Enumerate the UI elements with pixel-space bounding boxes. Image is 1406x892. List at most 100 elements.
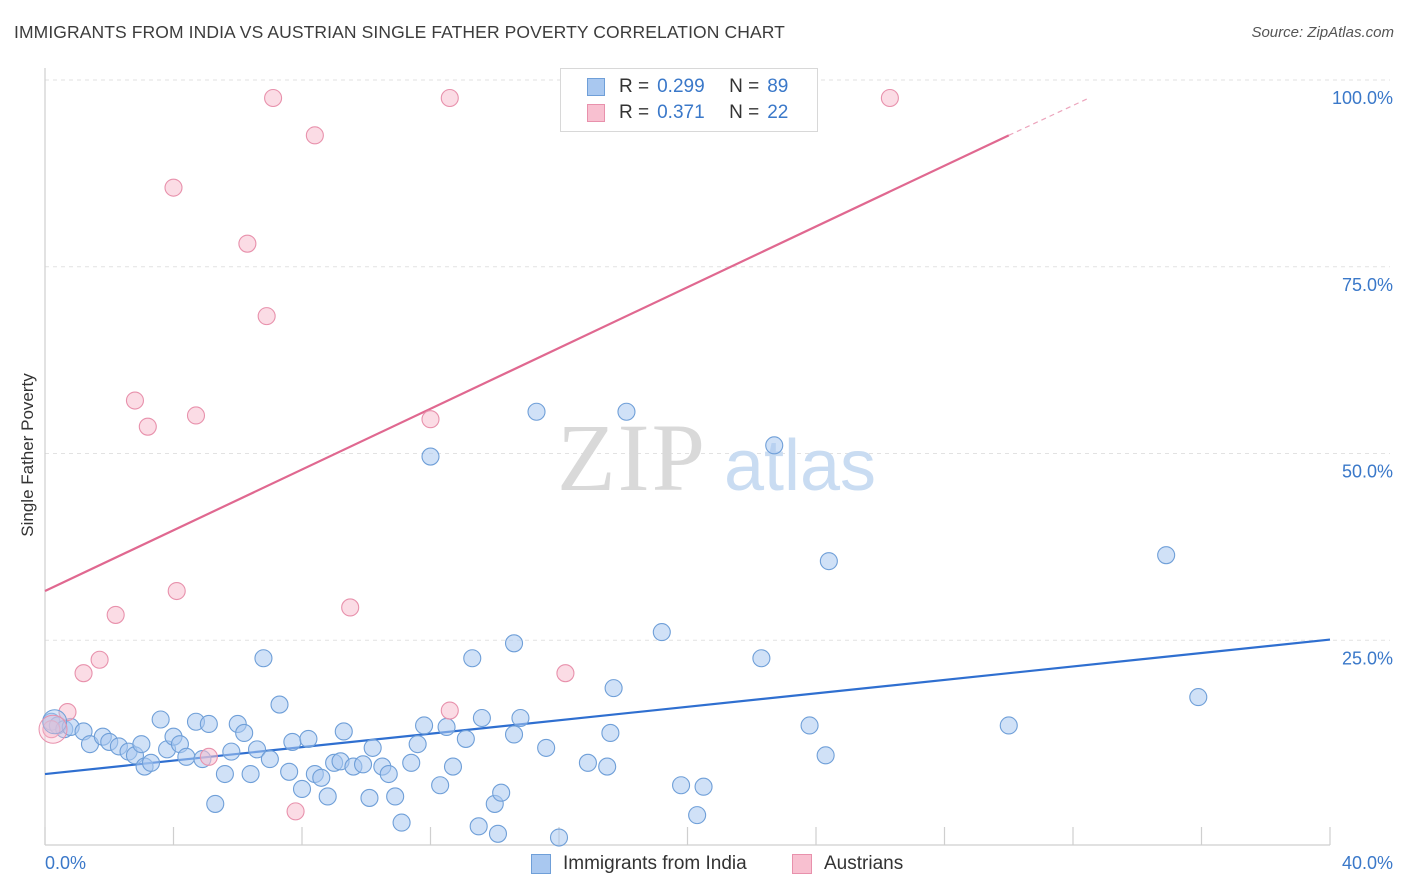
point-austrians <box>58 702 77 722</box>
point-india <box>280 762 299 781</box>
stats-legend: R = 0.299 N = 89 R = 0.371 N = 22 <box>560 68 818 132</box>
point-india <box>472 708 491 728</box>
point-india <box>353 755 373 774</box>
point-austrians <box>125 391 144 410</box>
bottom-legend-austrians: Austrians <box>792 851 903 877</box>
point-austrians <box>440 701 459 720</box>
point-india <box>141 753 161 772</box>
legend-n-label: N = <box>729 76 760 97</box>
data-points <box>38 88 1208 847</box>
point-austrians <box>38 714 68 744</box>
point-india <box>617 402 636 421</box>
point-india <box>177 747 196 766</box>
point-india <box>816 746 835 765</box>
point-india <box>688 806 707 825</box>
point-india <box>672 776 691 795</box>
point-india <box>492 783 511 802</box>
point-india <box>299 729 318 748</box>
point-india <box>392 813 411 832</box>
point-india <box>334 722 353 741</box>
point-india <box>999 716 1018 735</box>
point-india <box>254 649 273 668</box>
point-austrians <box>880 88 899 108</box>
grid-lines <box>45 79 1390 641</box>
point-austrians <box>138 417 157 436</box>
bottom-legend-india: Immigrants from India <box>531 851 747 877</box>
point-india <box>652 623 671 642</box>
point-india <box>694 777 713 796</box>
legend-r-label: R = <box>619 76 650 97</box>
point-austrians <box>164 178 183 197</box>
legend-r-value: 0.299 <box>657 76 705 97</box>
legend-n-value: 89 <box>767 76 789 97</box>
point-india <box>504 725 524 744</box>
point-austrians <box>421 410 440 429</box>
bottom-legend-swatch-austrians <box>792 854 812 874</box>
tick-labels: 25.0% 50.0% 75.0% 100.0% 0.0% 40.0% <box>45 88 1393 873</box>
bottom-legend-label-austrians: Austrians <box>824 853 904 874</box>
point-india <box>215 764 234 784</box>
legend-row-austrians: R = 0.371 N = 22 <box>587 101 788 125</box>
point-india <box>318 787 337 806</box>
point-austrians <box>186 406 206 425</box>
point-india <box>151 710 170 729</box>
point-india <box>598 757 617 776</box>
point-india <box>752 649 771 668</box>
point-india <box>443 757 463 776</box>
point-india <box>1157 546 1176 565</box>
point-india <box>132 735 151 754</box>
point-india <box>402 753 421 772</box>
point-india <box>601 723 620 743</box>
point-india <box>260 750 279 769</box>
point-india <box>363 738 382 757</box>
point-austrians <box>167 581 186 601</box>
point-india <box>537 738 556 757</box>
point-india <box>437 717 456 737</box>
trend-line-austrians <box>44 134 1010 593</box>
point-india <box>206 794 225 813</box>
point-india <box>283 732 302 751</box>
bottom-legend-swatch-india <box>531 854 551 874</box>
point-india <box>819 552 838 571</box>
point-india <box>379 764 398 784</box>
trend-line-austrians-extension <box>1008 97 1090 136</box>
legend-r-label: R = <box>619 102 650 123</box>
point-india <box>456 729 475 748</box>
legend-n-value: 22 <box>767 102 789 123</box>
point-india <box>235 723 254 743</box>
chart-source: Source: ZipAtlas.com <box>1251 24 1394 41</box>
y-tick-label: 50.0% <box>1342 462 1393 482</box>
point-india <box>463 649 482 668</box>
point-austrians <box>341 598 360 617</box>
point-india <box>488 824 508 843</box>
point-austrians <box>74 664 93 683</box>
watermark: ZIP atlas <box>557 404 876 511</box>
point-austrians <box>257 307 276 326</box>
point-india <box>800 716 819 735</box>
legend-n-label: N = <box>729 102 760 123</box>
watermark-atlas: atlas <box>724 426 876 506</box>
point-india <box>386 787 405 806</box>
point-austrians <box>556 664 575 683</box>
point-india <box>1189 688 1208 707</box>
point-india <box>504 634 524 653</box>
point-india <box>469 817 488 836</box>
x-tick-label: 0.0% <box>45 853 86 873</box>
x-tick-label: 40.0% <box>1342 853 1393 873</box>
point-austrians <box>305 126 324 145</box>
point-india <box>312 768 331 787</box>
y-tick-label: 100.0% <box>1332 88 1393 108</box>
point-india <box>765 436 784 455</box>
point-india <box>527 402 546 421</box>
point-india <box>292 779 312 799</box>
point-india <box>415 716 434 735</box>
point-austrians <box>238 234 257 253</box>
point-india <box>604 679 623 698</box>
point-india <box>247 740 267 759</box>
point-india <box>549 828 569 847</box>
point-austrians <box>199 747 218 766</box>
bottom-legend-label-india: Immigrants from India <box>563 853 747 874</box>
point-india <box>222 742 241 761</box>
legend-swatch-austrians <box>587 104 605 122</box>
point-india <box>578 753 597 772</box>
